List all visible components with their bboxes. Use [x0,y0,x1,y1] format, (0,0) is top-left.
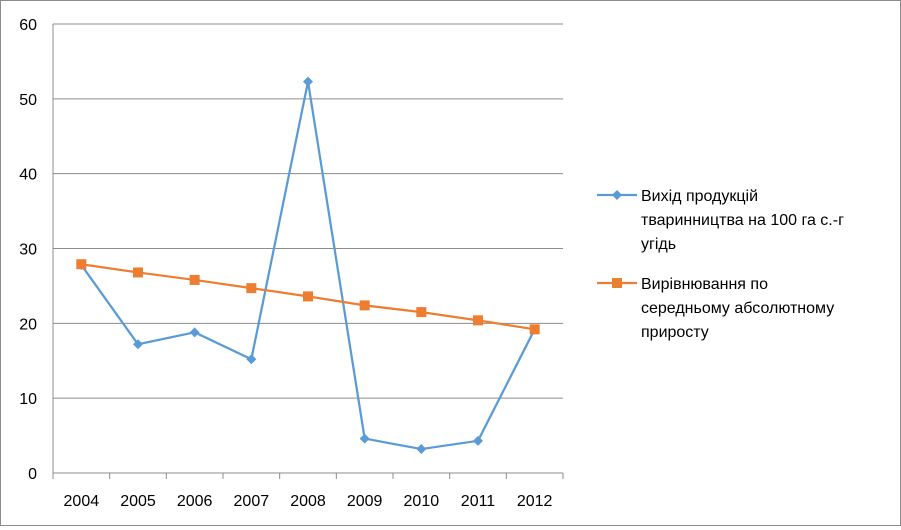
legend-marker [612,278,622,288]
y-tick-label: 0 [28,466,37,483]
x-axis-ticks: 2004 2005 2006 2007 2008 2009 2010 2011 2012 [52,473,564,510]
data-point [133,267,143,278]
x-tick-label: 2005 [120,493,156,510]
x-tick-label: 2004 [64,493,100,510]
legend-item-1: Вихід продукцій тваринництва на 100 га с.… [597,188,844,253]
gridlines [53,23,563,399]
y-axis-ticks: 0 10 20 30 40 50 60 [19,17,37,483]
x-tick-label: 2007 [234,493,270,510]
x-tick-label: 2012 [517,493,553,510]
data-point [416,444,427,455]
axes [52,24,563,474]
series-2 [76,259,540,335]
y-tick-label: 10 [19,391,37,408]
y-tick-label: 60 [19,17,37,34]
data-point [76,259,87,270]
data-point [303,76,313,87]
legend-label: Вирівнювання по середньому абсолютному при… [641,276,834,341]
y-tick-label: 50 [19,92,37,109]
y-tick-label: 40 [19,167,37,184]
x-tick-label: 2008 [290,493,326,510]
data-point [189,327,200,338]
x-tick-label: 2006 [177,493,213,510]
x-tick-label: 2011 [461,493,496,510]
series-group [76,76,540,455]
data-point [303,291,313,302]
data-point [473,435,483,446]
legend: Вихід продукцій тваринництва на 100 га с.… [597,188,844,341]
x-tick-label: 2010 [404,493,440,510]
x-tick-label: 2009 [347,493,383,510]
data-point [416,307,427,318]
y-tick-label: 30 [19,242,37,259]
data-point [473,315,483,326]
data-point [529,324,540,335]
legend-label: Вихід продукцій тваринництва на 100 га с.… [641,188,844,253]
data-point [246,283,257,294]
data-point [246,354,257,365]
legend-item-2: Вирівнювання по середньому абсолютному при… [597,276,834,341]
data-point [359,300,370,311]
series-line [80,80,536,451]
series-1 [76,76,540,455]
data-point [133,339,143,350]
data-point [359,433,370,444]
data-point [189,274,200,285]
y-tick-label: 20 [19,316,37,333]
legend-marker [612,190,622,200]
